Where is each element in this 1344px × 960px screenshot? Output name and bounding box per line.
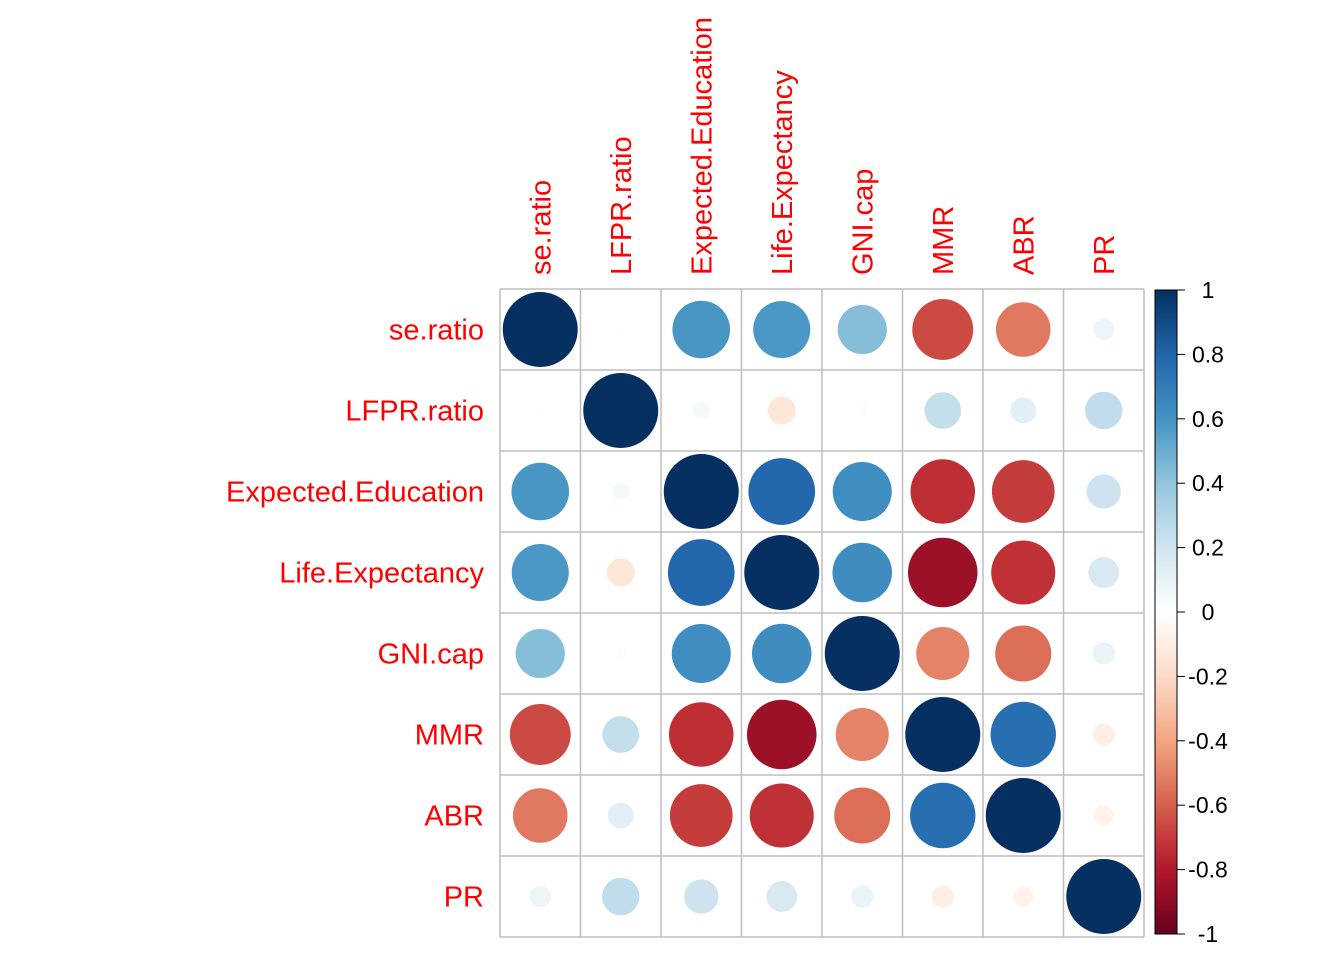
column-label: se.ratio: [525, 180, 557, 275]
corr-circle-se.ratio-ABR: [995, 302, 1051, 357]
corr-circle-ABR-Expected.Education: [669, 784, 733, 847]
row-labels: se.ratio LFPR.ratio Expected.Education Life…: [226, 315, 484, 914]
corr-circle-se.ratio-MMR: [912, 299, 974, 360]
corr-circle-GNI.cap-ABR: [995, 625, 1052, 682]
corr-circle-Life.Expectancy-Expected.Education: [667, 539, 735, 606]
corr-circle-Life.Expectancy-ABR: [991, 540, 1056, 605]
corr-circle-Life.Expectancy-GNI.cap: [832, 542, 893, 603]
corr-circle-MMR-LFPR.ratio: [602, 716, 640, 753]
column-label: ABR: [1008, 215, 1040, 275]
corr-circle-MMR-MMR: [905, 697, 981, 772]
row-label: ABR: [424, 801, 484, 833]
corr-circle-GNI.cap-GNI.cap: [824, 616, 900, 691]
colorbar-tick-label: 0.4: [1192, 470, 1224, 496]
corr-circle-ABR-PR: [1093, 805, 1114, 826]
corr-circle-Expected.Education-GNI.cap: [832, 461, 892, 522]
colorbar-tick-label: -0.2: [1188, 663, 1228, 689]
colorbar-tick-label: -0.6: [1188, 792, 1228, 818]
corr-circle-PR-MMR: [931, 885, 954, 908]
corr-circle-LFPR.ratio-Expected.Education: [692, 402, 710, 419]
colorbar-tick-label: -1: [1198, 921, 1218, 947]
corr-circle-GNI.cap-LFPR.ratio: [615, 648, 627, 659]
corr-circle-Life.Expectancy-MMR: [907, 537, 978, 608]
corr-circle-ABR-ABR: [985, 778, 1061, 853]
corr-circle-MMR-Life.Expectancy: [746, 699, 817, 770]
corr-circle-MMR-se.ratio: [509, 704, 571, 765]
circles-layer: [502, 292, 1142, 934]
column-label: GNI.cap: [847, 169, 879, 275]
corr-circle-GNI.cap-Expected.Education: [671, 623, 731, 684]
corr-circle-LFPR.ratio-LFPR.ratio: [583, 373, 659, 448]
colorbar-tick-label: 1: [1202, 277, 1215, 303]
corr-circle-PR-Life.Expectancy: [766, 881, 798, 912]
corr-circle-PR-GNI.cap: [851, 885, 874, 908]
corr-circle-PR-PR: [1066, 859, 1142, 934]
colorbar-tick-label: 0.6: [1192, 406, 1224, 432]
corr-circle-LFPR.ratio-ABR: [1010, 397, 1037, 424]
corr-circle-GNI.cap-se.ratio: [515, 628, 565, 679]
corr-circle-Expected.Education-ABR: [991, 460, 1055, 523]
corr-circle-se.ratio-Life.Expectancy: [753, 300, 811, 359]
column-label: Life.Expectancy: [767, 70, 799, 275]
corr-circle-Expected.Education-se.ratio: [511, 462, 570, 521]
corr-circle-ABR-LFPR.ratio: [607, 802, 634, 829]
row-label: se.ratio: [389, 315, 484, 347]
row-label: MMR: [415, 720, 484, 752]
row-label: GNI.cap: [378, 639, 484, 671]
corr-circle-GNI.cap-MMR: [916, 626, 970, 681]
colorbar-tick-label: 0.2: [1192, 535, 1224, 561]
corr-circle-se.ratio-PR: [1093, 318, 1115, 341]
corr-circle-Expected.Education-Life.Expectancy: [748, 458, 816, 525]
corr-circle-se.ratio-se.ratio: [502, 292, 578, 367]
corr-circle-GNI.cap-Life.Expectancy: [751, 623, 812, 684]
row-label: LFPR.ratio: [345, 396, 484, 428]
column-label: Expected.Education: [686, 17, 718, 275]
corr-circle-se.ratio-GNI.cap: [837, 304, 887, 355]
corr-circle-Expected.Education-Expected.Education: [663, 454, 739, 529]
colorbar-tick-label: -0.8: [1188, 857, 1228, 883]
corr-circle-GNI.cap-PR: [1092, 642, 1115, 665]
grid-layer: [499, 288, 1145, 938]
corr-circle-ABR-GNI.cap: [834, 787, 891, 844]
row-label: Life.Expectancy: [279, 558, 484, 590]
row-label: Expected.Education: [226, 477, 484, 509]
corr-circle-Expected.Education-PR: [1086, 474, 1121, 509]
corr-circle-LFPR.ratio-se.ratio: [536, 406, 544, 415]
corr-circle-Life.Expectancy-Life.Expectancy: [744, 535, 820, 610]
corr-circle-PR-ABR: [1013, 886, 1034, 907]
corr-circle-ABR-se.ratio: [512, 788, 568, 843]
corr-circle-Life.Expectancy-PR: [1088, 557, 1120, 588]
column-label: LFPR.ratio: [606, 136, 638, 275]
colorbar-tick-label: 0.8: [1192, 341, 1224, 367]
colorbar-tick-label: -0.4: [1188, 728, 1228, 754]
column-label: MMR: [928, 206, 960, 275]
corr-circle-Expected.Education-LFPR.ratio: [612, 483, 630, 500]
corr-circle-se.ratio-LFPR.ratio: [617, 325, 625, 334]
corr-circle-MMR-ABR: [990, 701, 1056, 768]
colorbar-gradient: [1154, 289, 1178, 935]
corr-circle-PR-Expected.Education: [684, 879, 719, 914]
column-label: PR: [1089, 235, 1121, 275]
corr-circle-Life.Expectancy-se.ratio: [511, 543, 569, 602]
column-labels: se.ratio LFPR.ratio Expected.Education Life…: [525, 17, 1121, 275]
corr-circle-PR-LFPR.ratio: [602, 877, 640, 916]
corr-circle-Life.Expectancy-LFPR.ratio: [606, 558, 635, 587]
corr-circle-MMR-PR: [1092, 723, 1115, 746]
colorbar: 1 0.8 0.6 0.4 0.2 0 -0.2 -0.4 -0.6 -0.8 -1: [1154, 277, 1228, 947]
corr-circle-se.ratio-Expected.Education: [672, 300, 731, 359]
corr-circle-ABR-MMR: [910, 782, 976, 849]
corr-circle-MMR-GNI.cap: [835, 707, 889, 762]
corr-circle-LFPR.ratio-PR: [1085, 391, 1123, 430]
row-label: PR: [444, 882, 484, 914]
corr-circle-MMR-Expected.Education: [668, 702, 734, 767]
colorbar-tick-label: 0: [1202, 599, 1215, 625]
corr-circle-LFPR.ratio-Life.Expectancy: [767, 396, 796, 425]
corr-circle-LFPR.ratio-GNI.cap: [856, 405, 868, 416]
corr-circle-LFPR.ratio-MMR: [924, 392, 962, 429]
corr-circle-PR-se.ratio: [529, 885, 551, 908]
corr-circle-Expected.Education-MMR: [910, 459, 976, 524]
corr-circle-ABR-Life.Expectancy: [749, 783, 814, 848]
